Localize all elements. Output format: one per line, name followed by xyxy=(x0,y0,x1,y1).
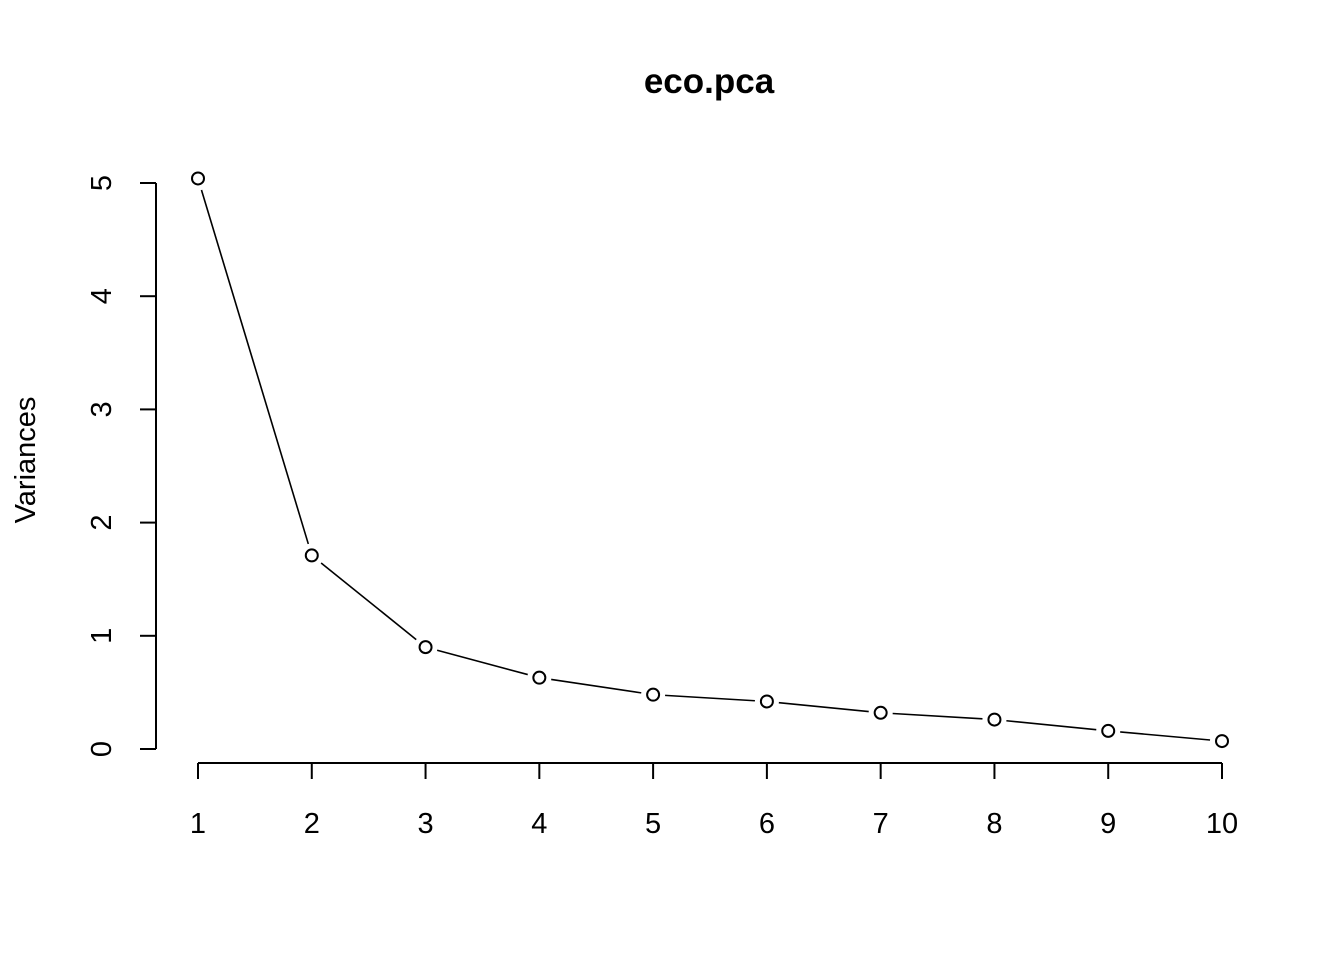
x-tick-label: 1 xyxy=(190,808,206,840)
x-axis-ticks: 1 2 3 4 5 6 7 8 9 10 xyxy=(190,763,1238,840)
series-line-segment xyxy=(200,189,310,545)
series-line-segment xyxy=(320,562,417,641)
y-tick-label: 5 xyxy=(86,175,118,191)
series-line-segment xyxy=(436,649,528,676)
x-tick-label: 5 xyxy=(645,808,661,840)
y-tick-label: 4 xyxy=(86,288,118,304)
x-tick-label: 8 xyxy=(986,808,1002,840)
y-tick-label: 1 xyxy=(86,628,118,644)
series-points xyxy=(191,171,1229,749)
data-point xyxy=(987,712,1002,727)
data-point xyxy=(873,705,888,720)
series-line-segment xyxy=(778,701,869,713)
data-point xyxy=(759,694,774,709)
y-tick-label: 2 xyxy=(86,515,118,531)
data-point xyxy=(1101,723,1116,738)
x-tick-label: 4 xyxy=(531,808,547,840)
y-tick-label: 0 xyxy=(86,741,118,757)
y-tick-label: 3 xyxy=(86,401,118,417)
x-tick-label: 6 xyxy=(759,808,775,840)
series-line-segment xyxy=(665,694,755,702)
chart-title: eco.pca xyxy=(644,62,775,101)
series-line-segment xyxy=(892,712,983,720)
y-axis-ticks: 0 1 2 3 4 5 xyxy=(86,175,156,757)
data-point xyxy=(304,548,319,563)
y-axis-label: Variances xyxy=(10,397,42,524)
series-line-segment xyxy=(1120,731,1211,741)
data-point xyxy=(646,687,661,702)
data-point xyxy=(532,670,547,685)
x-tick-label: 3 xyxy=(417,808,433,840)
series-lines xyxy=(200,189,1211,741)
data-point xyxy=(418,640,433,655)
series-line-segment xyxy=(1006,719,1097,731)
data-point xyxy=(1215,734,1229,749)
data-point xyxy=(191,171,205,186)
x-tick-label: 7 xyxy=(873,808,889,840)
x-tick-label: 10 xyxy=(1206,808,1238,840)
x-tick-label: 2 xyxy=(304,808,320,840)
x-tick-label: 9 xyxy=(1100,808,1116,840)
series-line-segment xyxy=(551,678,642,694)
